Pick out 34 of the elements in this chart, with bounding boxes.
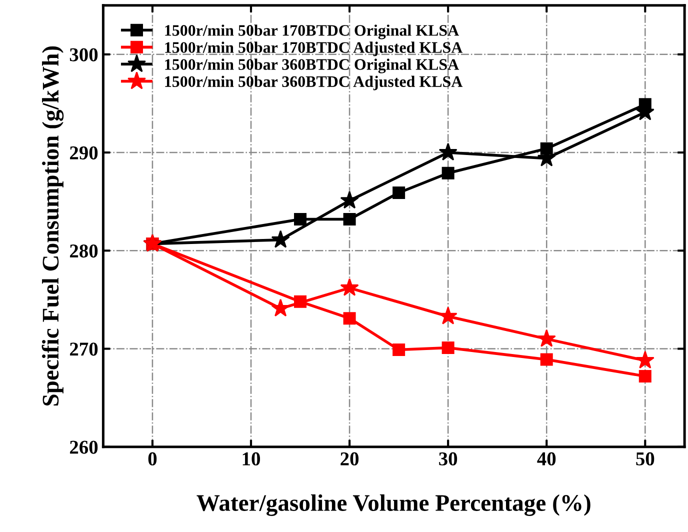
point <box>537 329 556 347</box>
legend-label: 1500r/min 50bar 360BTDC Original KLSA <box>165 58 460 74</box>
x-tick-label: 10 <box>242 452 260 466</box>
point <box>638 370 652 382</box>
point <box>438 142 458 161</box>
legend-label: 1500r/min 50bar 170BTDC Original KLSA <box>165 24 460 40</box>
point <box>271 230 290 248</box>
point <box>636 350 654 369</box>
point <box>392 343 406 356</box>
y-tick-label: 280 <box>70 244 98 258</box>
legend-label: 1500r/min 50bar 360BTDC Adjusted KLSA <box>165 76 463 90</box>
x-tick-label: 20 <box>340 452 359 466</box>
y-tick-label: 290 <box>70 146 98 160</box>
point <box>343 312 356 325</box>
point <box>340 278 359 296</box>
point <box>438 306 458 324</box>
x-tick-label: 40 <box>537 452 556 466</box>
point <box>343 212 356 226</box>
point <box>340 190 359 209</box>
x-tick-label: 50 <box>636 452 654 466</box>
y-tick-label: 260 <box>70 440 98 454</box>
point <box>392 186 406 199</box>
point <box>271 298 290 317</box>
point <box>442 342 454 354</box>
x-tick-label: 30 <box>439 452 458 466</box>
point <box>442 166 454 180</box>
y-tick-label: 300 <box>70 48 98 62</box>
legend-label: 1500r/min 50bar 170BTDC Adjusted KLSA <box>165 42 463 56</box>
x-axis-title: Water/gasoline Volume Percentage (%) <box>196 494 590 516</box>
point <box>294 212 307 226</box>
point <box>540 353 553 366</box>
y-axis-title: Specific Fuel Consumption (g/kWh) <box>42 46 64 406</box>
y-tick-label: 270 <box>70 342 98 356</box>
x-tick-label: 0 <box>148 452 157 466</box>
